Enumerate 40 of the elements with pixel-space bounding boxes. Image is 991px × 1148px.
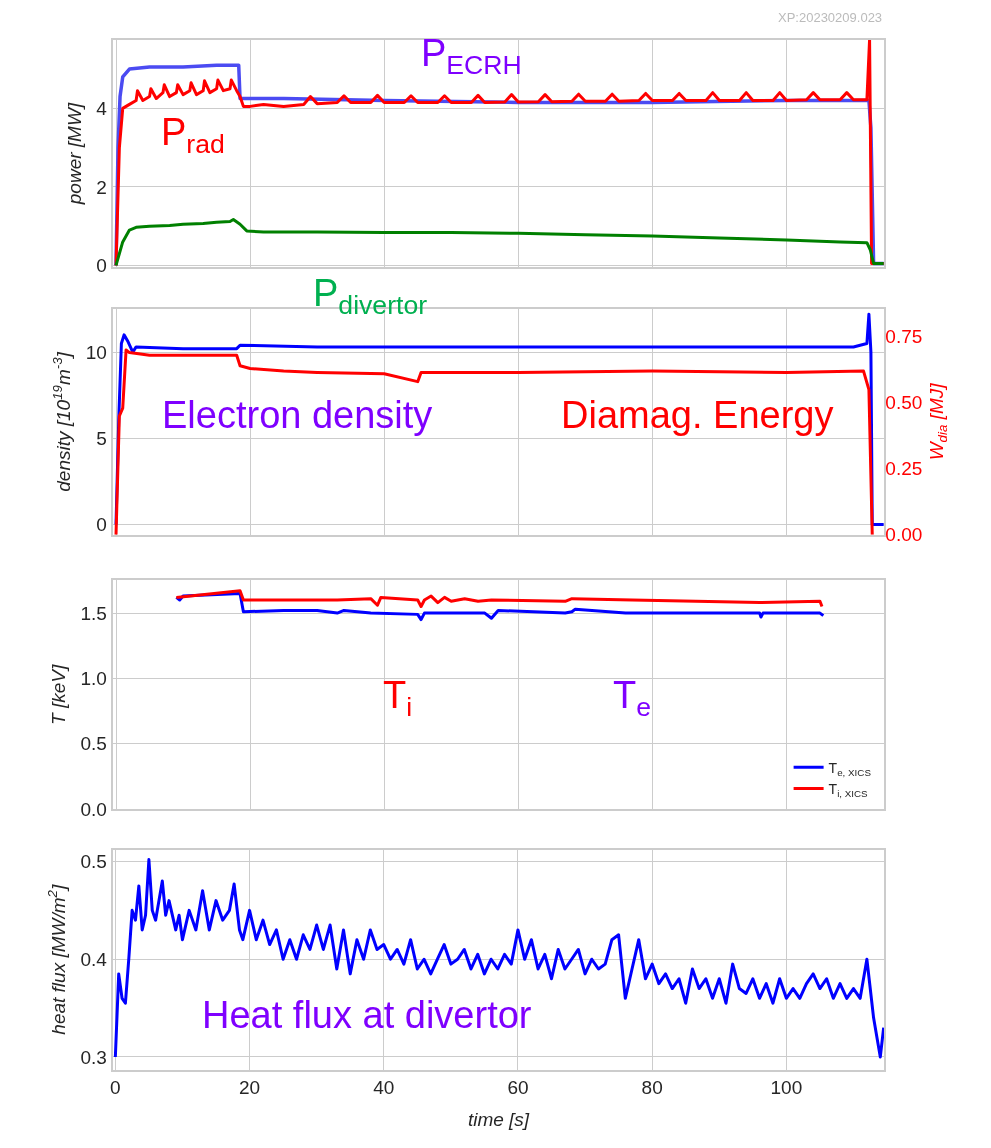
line-series bbox=[174, 591, 825, 622]
annotation: P$_{divertor}$ bbox=[313, 272, 428, 320]
legend-label: T$_{i, XICS}$ bbox=[828, 780, 869, 799]
x-axis-title: time [s] bbox=[467, 1108, 530, 1130]
x-tick-label: 100 bbox=[770, 1077, 803, 1099]
y-tick-label: 1.5 bbox=[80, 602, 107, 624]
y-tick-label: 1.0 bbox=[80, 668, 107, 690]
x-tick-label: 80 bbox=[641, 1077, 663, 1099]
y-tick-label: 5 bbox=[96, 427, 107, 449]
y-tick-label: 4 bbox=[96, 98, 108, 119]
annotation: P$_{ECRH}$ bbox=[421, 32, 522, 80]
y-tick-label: 0.5 bbox=[80, 733, 107, 755]
y2-tick-label: 0.75 bbox=[885, 326, 923, 348]
line-series bbox=[174, 589, 824, 609]
y-tick-label: 0 bbox=[96, 514, 107, 536]
annotation: P$_{rad}$ bbox=[161, 111, 225, 159]
legend-label: T$_{e, XICS}$ bbox=[828, 759, 872, 778]
y2-tick-label: 0.50 bbox=[885, 392, 923, 414]
y-axis-title: power [MW] bbox=[63, 102, 85, 206]
y2-tick-label: 0.00 bbox=[885, 524, 923, 546]
line-series bbox=[114, 348, 874, 535]
line-series bbox=[113, 858, 885, 1059]
y-tick-label: 2 bbox=[96, 176, 107, 198]
y-tick-label: 0.3 bbox=[80, 1046, 107, 1068]
y-tick-label: 0.5 bbox=[80, 851, 107, 873]
text: XP:20230209.023 bbox=[778, 10, 883, 25]
annotation: T$_{e}$ bbox=[613, 674, 652, 722]
y-tick-label: 0 bbox=[96, 255, 107, 277]
x-tick-label: 20 bbox=[238, 1077, 261, 1099]
y-tick-label: 0.4 bbox=[80, 948, 108, 970]
annotation: T$_{i}$ bbox=[383, 674, 413, 722]
annotation: Diamag. Energy bbox=[561, 394, 834, 436]
y2-tick-label: 0.25 bbox=[885, 458, 923, 480]
y-axis-title: T [keV] bbox=[47, 663, 69, 725]
annotation: Electron density bbox=[162, 394, 433, 436]
x-tick-label: 40 bbox=[373, 1077, 395, 1099]
y-tick-label: 0.0 bbox=[80, 798, 107, 820]
annotation: Heat flux at divertor bbox=[202, 994, 532, 1036]
y-tick-label: 10 bbox=[85, 341, 107, 363]
x-tick-label: 60 bbox=[507, 1077, 529, 1099]
